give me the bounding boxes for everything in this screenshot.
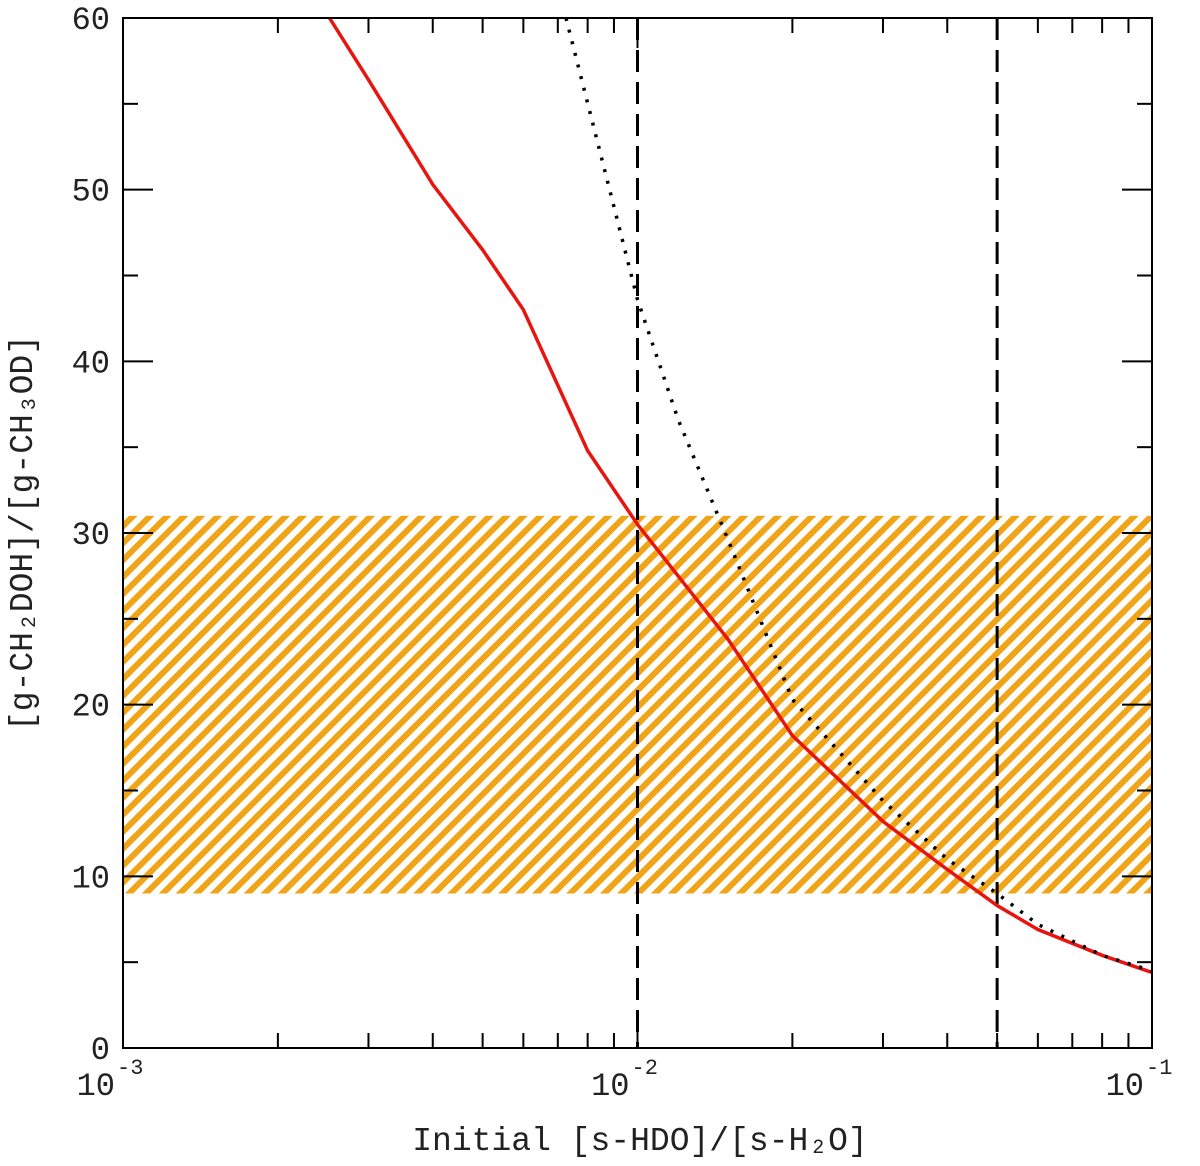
x-axis-label: Initial [s-HDO]/[s-H₂O] bbox=[412, 1123, 867, 1160]
data-line bbox=[328, 17, 1153, 975]
y-tick-label: 60 bbox=[72, 2, 110, 39]
x-tick-exponent: -1 bbox=[1146, 1056, 1172, 1081]
x-tick-exponent: -3 bbox=[117, 1056, 143, 1081]
y-tick-label: 10 bbox=[72, 860, 110, 897]
x-tick-label: 10 bbox=[1106, 1068, 1144, 1105]
y-tick-label: 20 bbox=[72, 689, 110, 726]
y-tick-label: 50 bbox=[72, 174, 110, 211]
x-tick-exponent: -2 bbox=[632, 1056, 658, 1081]
y-tick-label: 0 bbox=[91, 1032, 110, 1069]
y-tick-label: 40 bbox=[72, 345, 110, 382]
y-tick-label: 30 bbox=[72, 517, 110, 554]
x-tick-label: 10 bbox=[591, 1068, 629, 1105]
x-tick-label: 10 bbox=[77, 1068, 115, 1105]
y-axis-label: [g-CH₂DOH]/[g-CH₃OD] bbox=[5, 335, 42, 731]
